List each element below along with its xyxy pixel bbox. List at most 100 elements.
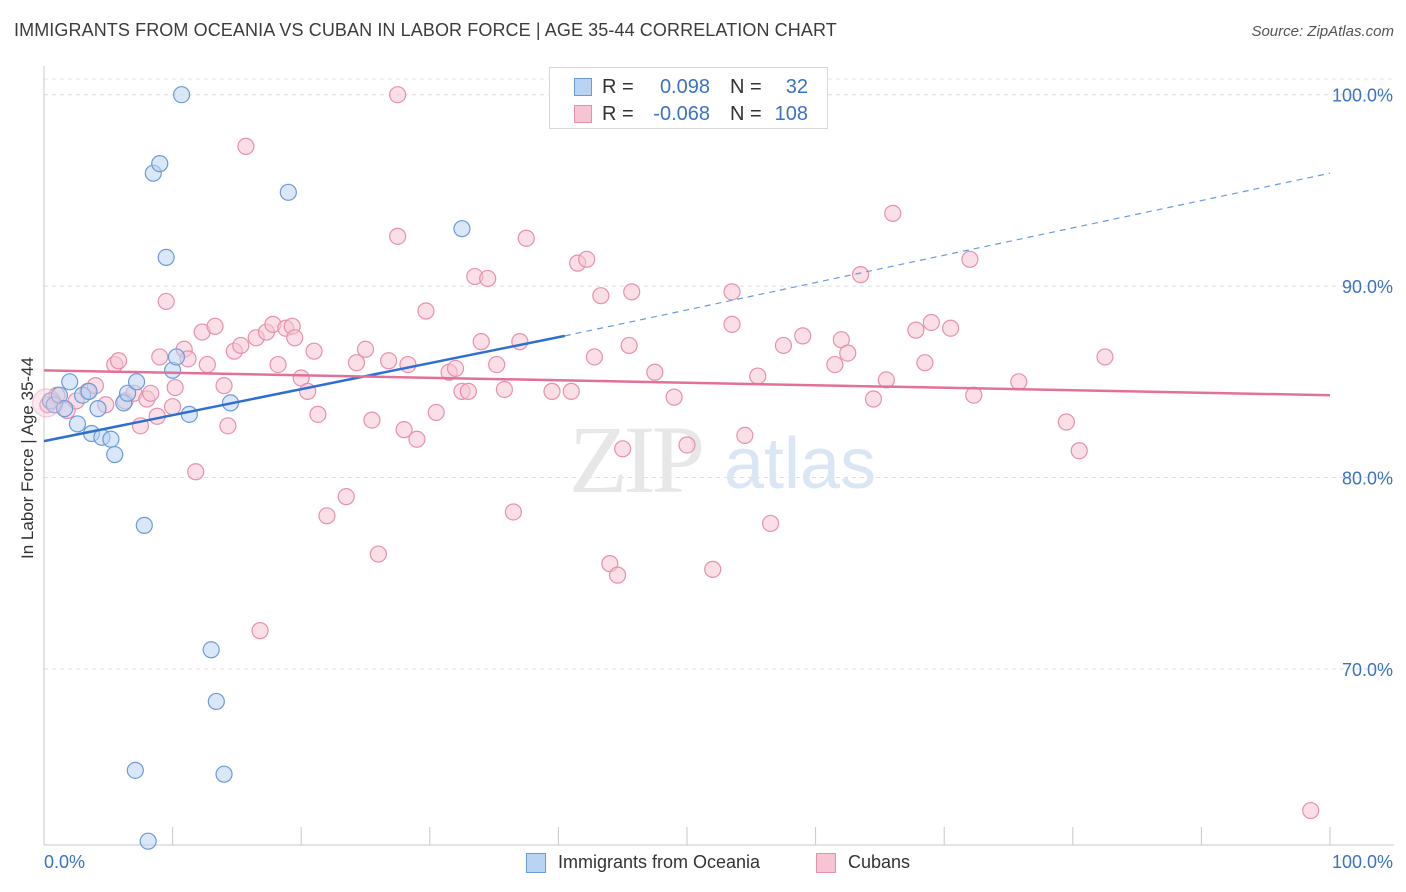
point-cubans [704, 560, 722, 578]
point-cubans [305, 342, 323, 360]
point-oceania [151, 155, 169, 173]
point-cubans [356, 340, 375, 358]
point-cubans [309, 405, 327, 423]
point-cubans [578, 250, 596, 268]
point-cubans [408, 430, 426, 448]
point-cubans [623, 283, 641, 301]
point-cubans [761, 514, 780, 533]
point-oceania [139, 832, 157, 850]
point-cubans [916, 354, 934, 372]
point-cubans [369, 545, 387, 563]
point-cubans [723, 315, 741, 333]
point-oceania [173, 86, 191, 104]
point-oceania [215, 765, 233, 783]
source-credit: Source: ZipAtlas.com [1251, 23, 1394, 40]
legend-swatch-oceania [526, 852, 546, 873]
legend-swatch-oceania [574, 78, 592, 96]
point-oceania [68, 415, 87, 433]
point-cubans [961, 250, 979, 268]
point-cubans [187, 463, 205, 481]
legend-swatch-cubans [816, 852, 836, 873]
point-oceania [135, 516, 153, 534]
point-cubans [337, 488, 355, 506]
point-cubans [864, 390, 883, 408]
point-oceania [207, 692, 225, 711]
point-cubans [839, 344, 857, 362]
legend-item-oceania[interactable]: Immigrants from Oceania [526, 852, 760, 873]
point-cubans [592, 287, 610, 305]
point-cubans [472, 333, 490, 351]
point-cubans [269, 355, 287, 374]
point-oceania [80, 382, 98, 400]
point-cubans [109, 352, 128, 370]
series-legend: Immigrants from Oceania Cubans [0, 852, 1406, 878]
point-cubans [389, 86, 407, 104]
point-cubans [749, 367, 767, 385]
x-tick-label-max: 100.0% [1332, 852, 1393, 872]
point-cubans [206, 317, 224, 335]
point-oceania [180, 405, 198, 423]
legend-item-cubans[interactable]: Cubans [816, 852, 910, 873]
point-cubans [1010, 373, 1028, 391]
point-cubans [504, 503, 522, 521]
point-cubans [678, 436, 696, 454]
point-cubans [794, 327, 812, 345]
point-cubans [614, 440, 632, 458]
point-cubans [608, 566, 627, 584]
point-cubans [585, 348, 604, 366]
trend-lines [43, 172, 1331, 443]
trend-line-cubans [43, 369, 1331, 397]
point-cubans [395, 421, 413, 439]
point-cubans [646, 363, 664, 381]
point-cubans [562, 382, 580, 400]
point-cubans [237, 137, 255, 155]
point-cubans [922, 313, 940, 332]
point-cubans [232, 336, 250, 355]
point-cubans [363, 411, 381, 429]
point-cubans [318, 507, 336, 525]
point-cubans [495, 380, 513, 399]
point-cubans [166, 378, 184, 397]
legend-row-oceania: R = 0.098 N = 32 [550, 74, 808, 100]
point-cubans [427, 403, 445, 422]
point-cubans-cluster [32, 388, 62, 418]
point-cubans [389, 227, 407, 245]
point-cubans [1302, 801, 1320, 820]
legend-label-oceania: Immigrants from Oceania [558, 852, 761, 872]
point-cubans [1070, 442, 1088, 460]
point-cubans [907, 321, 925, 339]
point-oceania [126, 761, 144, 779]
point-cubans [286, 329, 304, 347]
y-tick-label: 80.0% [1342, 469, 1393, 489]
trend-line-oceania-projection [564, 172, 1331, 337]
point-cubans [488, 355, 506, 374]
point-oceania [279, 183, 297, 201]
point-cubans [543, 382, 561, 400]
point-cubans [399, 355, 417, 374]
point-cubans [852, 266, 870, 284]
watermark-zip: ZIP [569, 406, 702, 513]
point-cubans [215, 377, 233, 395]
point-cubans [774, 336, 793, 355]
point-cubans [151, 348, 169, 366]
point-oceania [127, 373, 146, 391]
legend-n-value: 32 [785, 75, 808, 98]
watermark: ZIP atlas [569, 406, 876, 513]
point-cubans [198, 355, 216, 374]
point-oceania [157, 248, 175, 267]
point-oceania [167, 348, 186, 366]
point-cubans [884, 204, 902, 222]
legend-row-cubans: R = -0.068 N = 108 [550, 101, 808, 127]
point-cubans [1096, 348, 1114, 366]
data-points [32, 86, 1320, 850]
y-tick-label: 90.0% [1342, 277, 1393, 297]
point-cubans [723, 283, 741, 301]
legend-n-value: 108 [774, 102, 808, 125]
point-cubans [251, 622, 269, 640]
y-tick-label: 70.0% [1342, 660, 1393, 680]
point-cubans [142, 384, 160, 402]
point-cubans [219, 417, 237, 435]
x-tick-label-min: 0.0% [44, 852, 85, 872]
point-cubans [347, 354, 366, 372]
